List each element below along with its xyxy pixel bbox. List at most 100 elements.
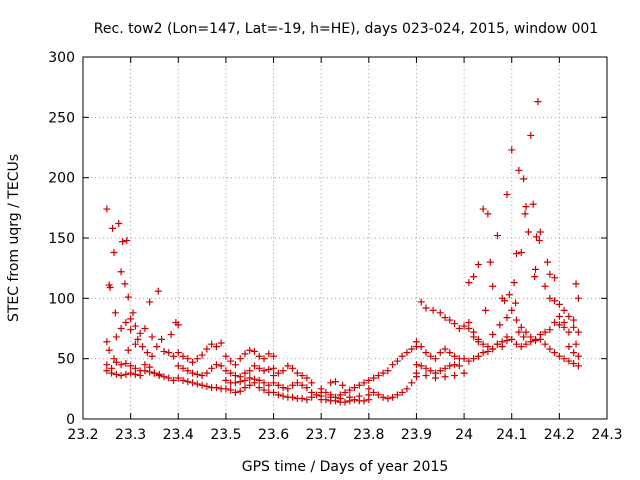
data-point <box>303 374 311 382</box>
data-point <box>565 312 573 320</box>
data-point <box>541 328 549 336</box>
data-point <box>398 352 406 360</box>
data-point <box>465 357 473 365</box>
data-point <box>184 378 192 386</box>
data-point <box>122 359 130 367</box>
data-point <box>198 372 206 380</box>
data-point <box>260 355 268 363</box>
data-point <box>103 367 111 375</box>
data-point <box>289 364 297 372</box>
data-point <box>241 369 249 377</box>
data-point <box>393 357 401 365</box>
data-point <box>250 362 258 370</box>
data-point <box>536 228 544 236</box>
data-point <box>112 370 120 378</box>
data-point <box>505 291 513 299</box>
data-point <box>560 306 568 314</box>
data-point <box>193 380 201 388</box>
data-point <box>165 349 173 357</box>
data-point <box>484 210 492 218</box>
data-point <box>217 339 225 347</box>
data-point <box>565 357 573 365</box>
data-point <box>341 398 349 406</box>
data-point <box>265 350 273 358</box>
data-point <box>127 362 135 370</box>
data-point <box>565 328 573 336</box>
data-point <box>546 326 554 334</box>
data-point <box>289 393 297 401</box>
data-point <box>486 258 494 266</box>
data-point <box>370 388 378 396</box>
data-point <box>546 345 554 353</box>
data-point <box>501 297 509 305</box>
data-point <box>103 361 111 369</box>
data-point <box>119 238 127 246</box>
data-point <box>532 337 540 345</box>
data-point <box>208 340 216 348</box>
data-point <box>535 236 543 244</box>
data-point <box>427 352 435 360</box>
data-point <box>570 359 578 367</box>
data-point <box>384 394 392 402</box>
data-point <box>236 355 244 363</box>
data-point <box>260 367 268 375</box>
data-point <box>574 328 582 336</box>
data-point <box>115 220 123 228</box>
data-point <box>441 345 449 353</box>
data-point <box>203 382 211 390</box>
data-point <box>365 391 373 399</box>
data-point <box>148 333 156 341</box>
data-point <box>274 391 282 399</box>
data-point <box>236 387 244 395</box>
data-point <box>408 345 416 353</box>
data-point <box>465 279 473 287</box>
data-point <box>520 175 528 183</box>
data-point <box>184 355 192 363</box>
data-point <box>560 318 568 326</box>
data-point <box>570 316 578 324</box>
data-point <box>393 391 401 399</box>
data-point <box>231 379 239 387</box>
data-point <box>441 373 449 381</box>
data-point <box>436 367 444 375</box>
data-point <box>170 376 178 384</box>
data-point <box>403 349 411 357</box>
data-point <box>110 248 118 256</box>
data-point <box>179 364 187 372</box>
x-tick-label: 23.6 <box>258 427 289 443</box>
data-point <box>241 350 249 358</box>
data-point <box>284 362 292 370</box>
data-point <box>231 372 239 380</box>
data-point <box>422 372 430 380</box>
data-point <box>441 364 449 372</box>
data-point <box>289 381 297 389</box>
data-point <box>524 228 532 236</box>
data-point <box>532 265 540 273</box>
data-point <box>360 397 368 405</box>
data-point <box>179 352 187 360</box>
y-tick-label: 150 <box>48 231 75 247</box>
data-point <box>109 224 117 232</box>
data-point <box>127 326 135 334</box>
data-point <box>150 369 158 377</box>
x-tick-label: 24.3 <box>591 427 622 443</box>
data-point <box>222 352 230 360</box>
data-point <box>265 366 273 374</box>
data-point <box>227 386 235 394</box>
data-point <box>551 297 559 305</box>
data-point <box>521 210 529 218</box>
data-point <box>429 306 437 314</box>
axis-ticks: 23.2 23.3 23.4 23.5 23.6 23.7 23.8 23.9 24 24.1 24… <box>48 50 622 443</box>
data-point <box>384 367 392 375</box>
data-point <box>241 384 249 392</box>
data-point <box>123 236 131 244</box>
data-point <box>217 362 225 370</box>
data-point <box>339 381 347 389</box>
data-point <box>124 293 132 301</box>
data-point <box>370 374 378 382</box>
data-point <box>189 369 197 377</box>
data-point <box>570 349 578 357</box>
data-point <box>503 191 511 199</box>
x-tick-label: 23.7 <box>306 427 337 443</box>
